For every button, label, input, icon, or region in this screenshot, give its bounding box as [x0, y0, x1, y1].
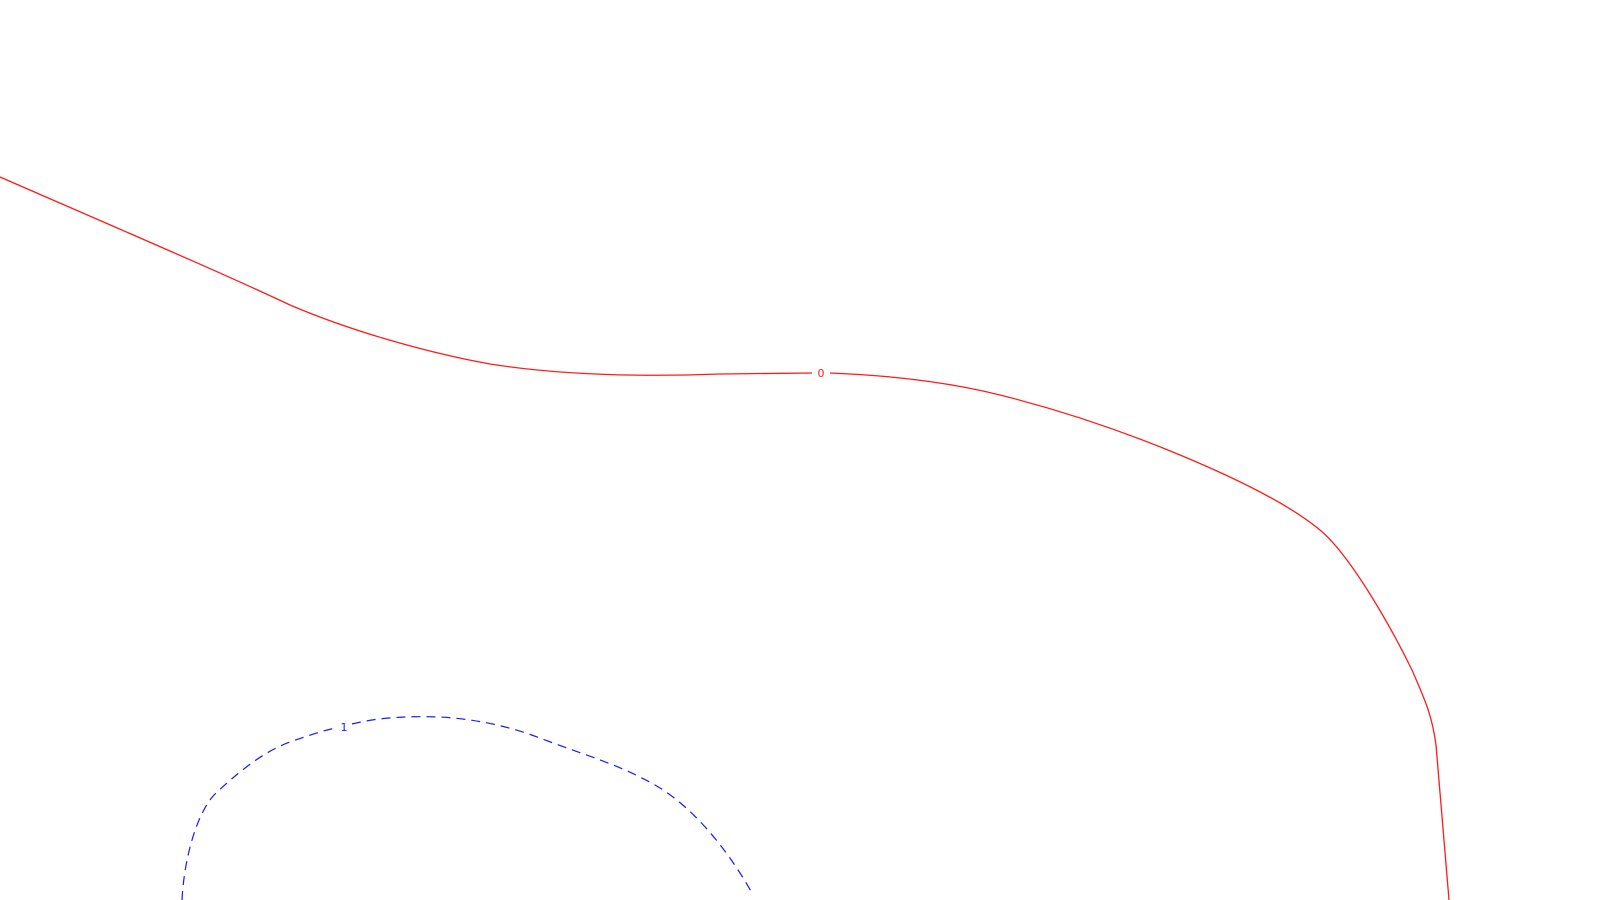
contour-1-label: 1: [341, 721, 348, 734]
contour-0-label: 0: [818, 367, 825, 380]
contour-0-group: 0: [0, 176, 1450, 900]
contour-0-line-right: [829, 372, 1450, 900]
contour-0-line-left: [0, 176, 813, 376]
contour-1-line-left: [181, 727, 337, 900]
contour-1-group: 1: [181, 716, 753, 900]
contour-1-line-right: [351, 716, 753, 894]
